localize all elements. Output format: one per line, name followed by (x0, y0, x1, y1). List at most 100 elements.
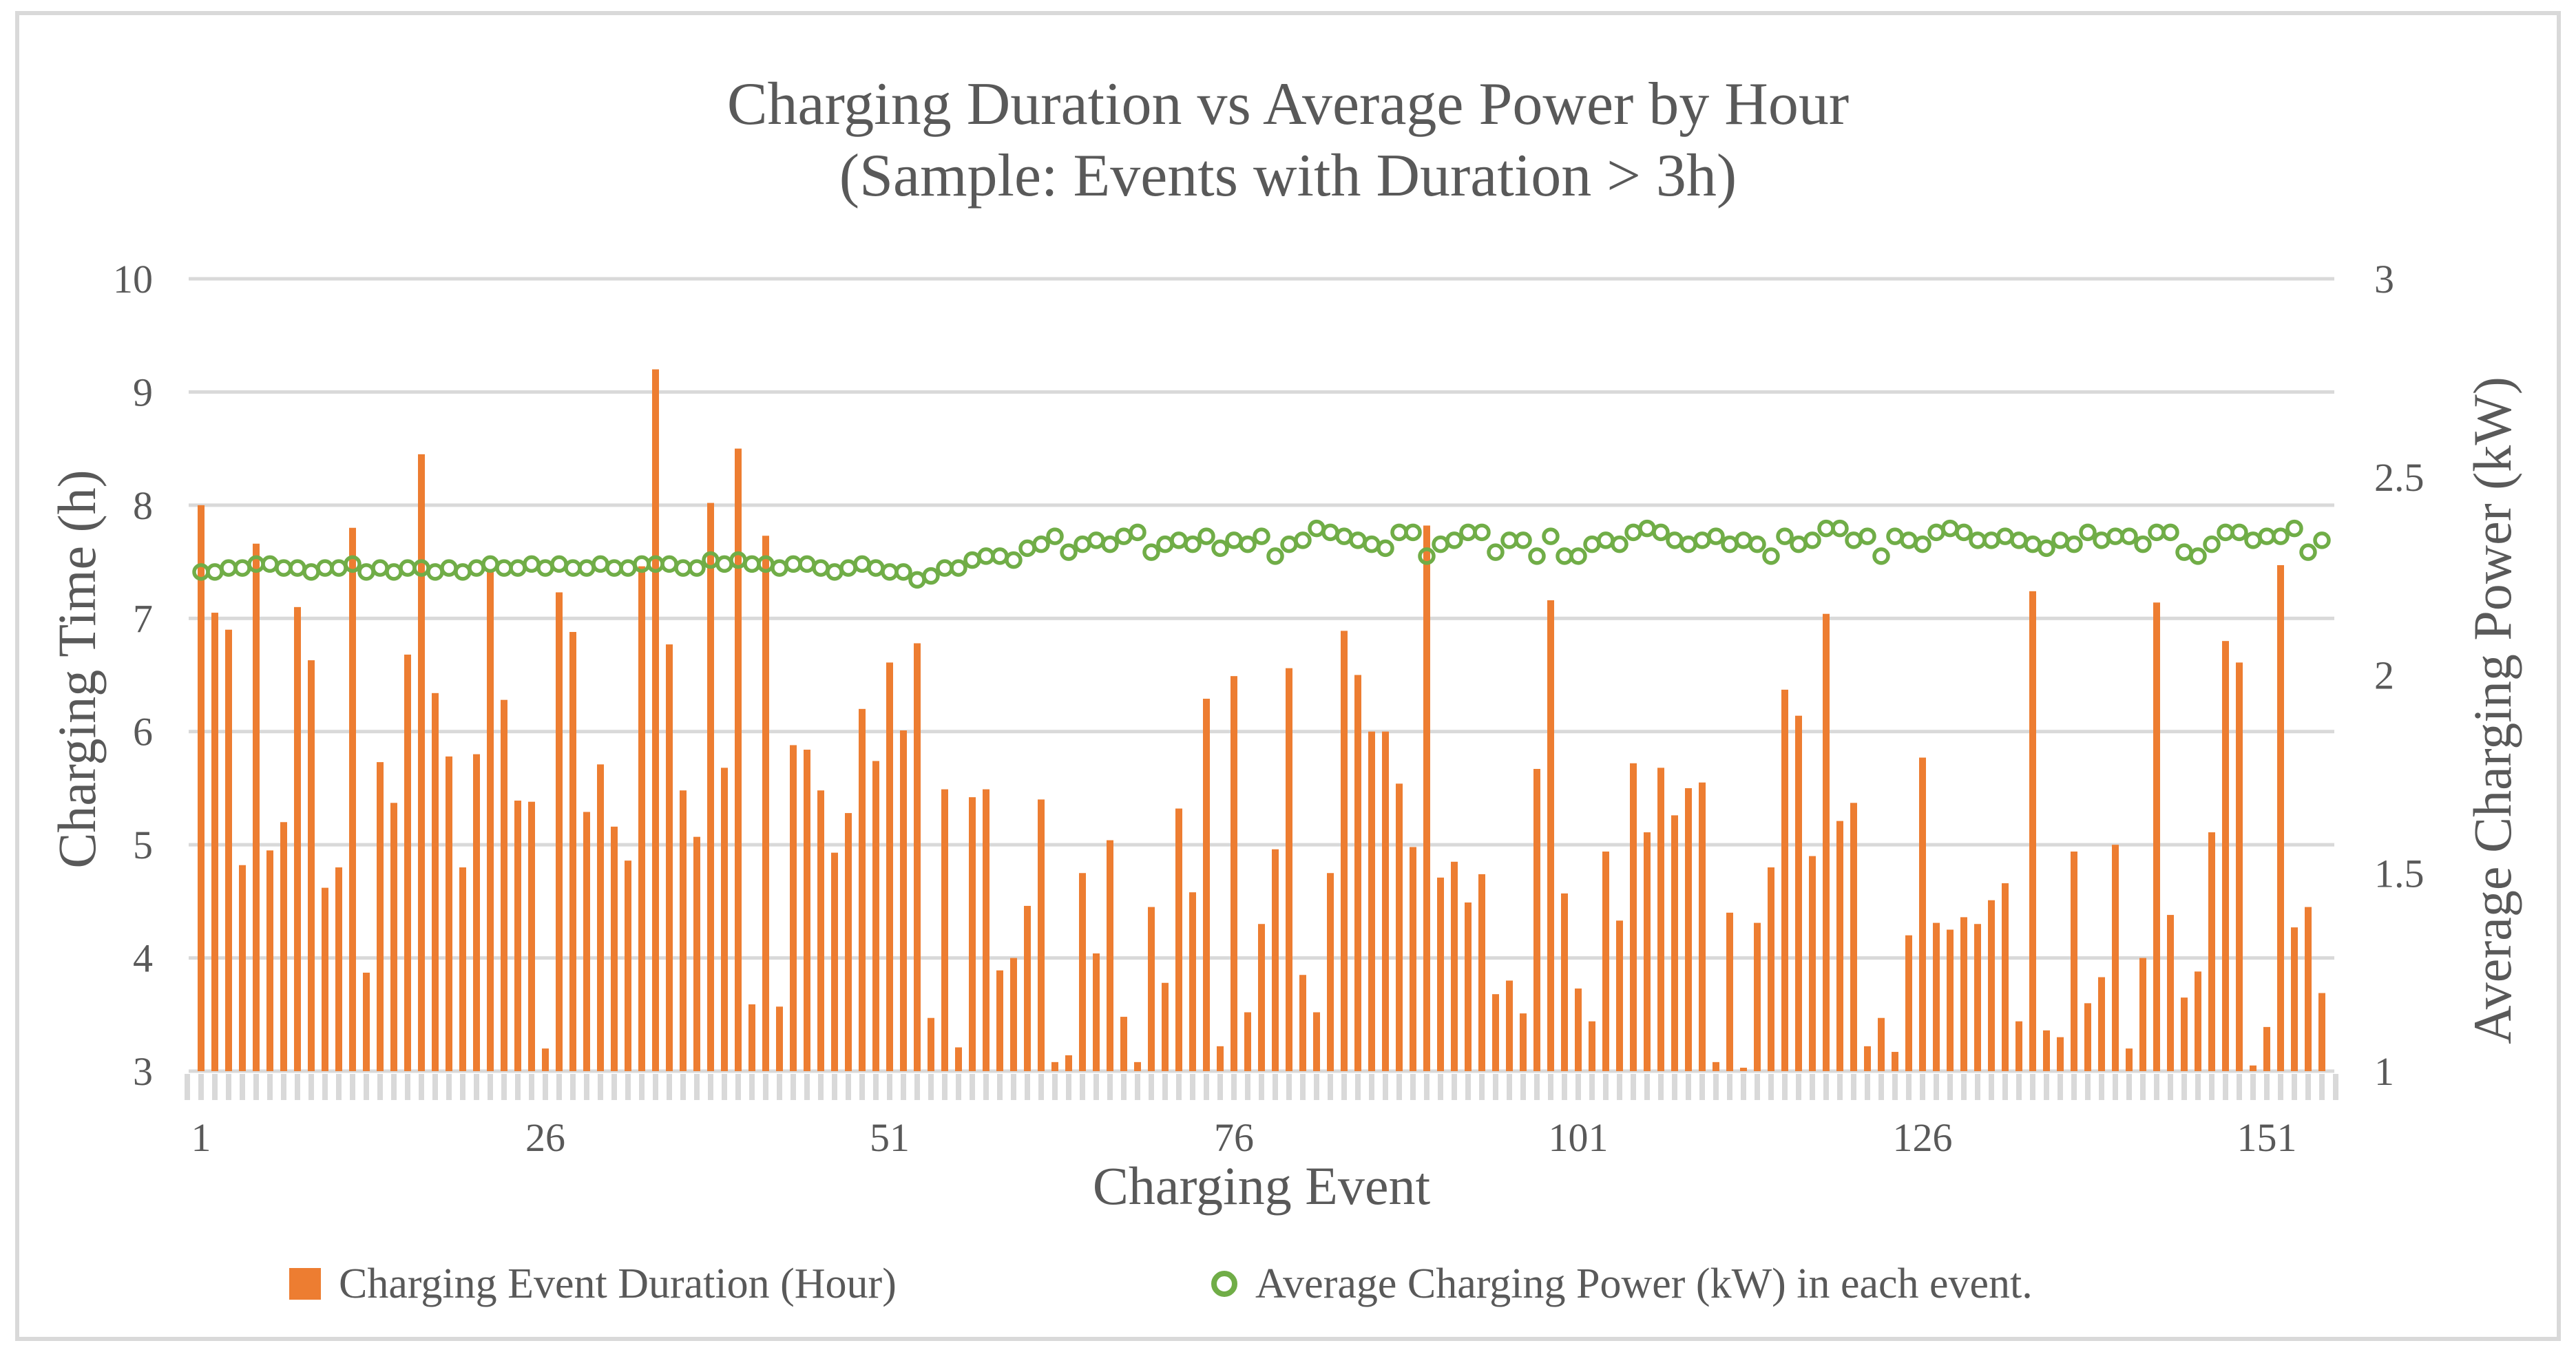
duration-bar (1809, 856, 1816, 1071)
power-dot (2272, 527, 2290, 545)
duration-bar (432, 693, 439, 1071)
duration-bar (1644, 832, 1651, 1071)
x-axis-tick (2016, 1074, 2022, 1100)
power-dot (1032, 535, 1050, 553)
power-dot (2189, 547, 2207, 565)
x-axis-tick (308, 1074, 314, 1100)
power-dot (1115, 527, 1133, 545)
power-dot (1363, 535, 1381, 553)
duration-bar (1699, 782, 1706, 1071)
x-axis-tick (501, 1074, 507, 1100)
x-axis-tick (1135, 1074, 1140, 1100)
power-dot (481, 555, 499, 573)
duration-bar (955, 1047, 962, 1071)
duration-bar (308, 660, 315, 1071)
x-axis-tick (1369, 1074, 1374, 1100)
x-axis-title: Charging Event (1092, 1156, 1431, 1216)
x-axis-tick (970, 1074, 975, 1100)
right-axis-tick-label: 3 (2374, 257, 2394, 302)
power-dot (867, 559, 885, 577)
duration-bar (418, 454, 425, 1071)
left-axis-tick-label: 4 (133, 936, 153, 981)
duration-bar (487, 569, 494, 1071)
duration-bar (1602, 852, 1609, 1071)
x-axis-tick (1989, 1074, 1994, 1100)
duration-bar (1079, 873, 1086, 1071)
duration-bar (1561, 893, 1568, 1071)
x-axis-tick (488, 1074, 493, 1100)
duration-bar (638, 566, 645, 1071)
x-axis-tick (432, 1074, 438, 1100)
duration-bar (1974, 924, 1981, 1071)
power-dot (1445, 531, 1463, 549)
x-axis-tick (1961, 1074, 1967, 1100)
duration-bar (1671, 815, 1678, 1071)
duration-bar (983, 789, 989, 1071)
duration-bar (872, 761, 879, 1071)
duration-bar (1726, 912, 1733, 1071)
duration-bar (377, 762, 384, 1071)
power-dot (536, 559, 554, 577)
duration-bar (900, 730, 907, 1071)
x-axis-tick (639, 1074, 645, 1100)
x-axis-tick (1575, 1074, 1581, 1100)
power-dot (1748, 535, 1766, 553)
duration-bar (693, 836, 700, 1071)
power-dot (1569, 547, 1587, 565)
duration-bar (2043, 1030, 2050, 1071)
power-dot (523, 555, 541, 573)
power-dot (1858, 527, 1876, 545)
x-axis-tick (1878, 1074, 1884, 1100)
x-axis-tick (2113, 1074, 2118, 1100)
duration-bar (294, 606, 301, 1071)
duration-bar (735, 448, 742, 1071)
power-dot (660, 555, 678, 573)
x-axis-tick (185, 1074, 190, 1100)
power-dot (743, 555, 761, 573)
x-axis-tick (1231, 1074, 1237, 1100)
x-axis-tick (1713, 1074, 1719, 1100)
power-dot (1927, 523, 1945, 542)
x-axis-tick (281, 1074, 286, 1100)
x-axis-tick (1011, 1074, 1016, 1100)
duration-bar (2250, 1065, 2256, 1071)
power-dot (1349, 531, 1367, 549)
power-dot (316, 559, 334, 577)
duration-bar (2057, 1037, 2064, 1071)
duration-bar (1836, 821, 1843, 1071)
power-dot (330, 559, 348, 577)
x-axis-tick (2195, 1074, 2201, 1100)
legend-duration-label: Charging Event Duration (Hour) (339, 1260, 897, 1307)
x-axis-tick (1479, 1074, 1485, 1100)
x-axis-tick (1314, 1074, 1319, 1100)
duration-bar (1933, 922, 1940, 1071)
duration-bar (1947, 929, 1954, 1071)
power-dot (220, 559, 238, 577)
power-dot (1321, 523, 1339, 542)
duration-bar (914, 643, 921, 1071)
duration-bar (762, 536, 769, 1071)
right-axis-tick-label: 1.5 (2374, 851, 2425, 896)
duration-bar (335, 867, 342, 1071)
power-dot (1211, 539, 1229, 558)
duration-bar (1093, 953, 1100, 1071)
legend-item-duration: Charging Event Duration (Hour) (289, 1253, 897, 1315)
duration-bar (1024, 905, 1031, 1071)
power-dot (908, 571, 926, 589)
power-dot (1542, 527, 1560, 545)
duration-bar (2181, 997, 2188, 1071)
legend-power-label: Average Charging Power (kW) in each even… (1255, 1260, 2033, 1307)
duration-bar (1905, 935, 1912, 1071)
x-axis-tick (1658, 1074, 1664, 1100)
x-axis-tick (1052, 1074, 1058, 1100)
duration-bar (1781, 689, 1788, 1071)
duration-bar (1547, 600, 1554, 1071)
chart-title: Charging Duration vs Average Power by Ho… (726, 71, 1850, 209)
duration-bar (1795, 715, 1802, 1071)
x-axis-tick (667, 1074, 672, 1100)
power-dot (1101, 535, 1119, 553)
power-dot (1528, 547, 1546, 565)
x-axis-tick (1093, 1074, 1099, 1100)
duration-bar (1533, 768, 1540, 1071)
